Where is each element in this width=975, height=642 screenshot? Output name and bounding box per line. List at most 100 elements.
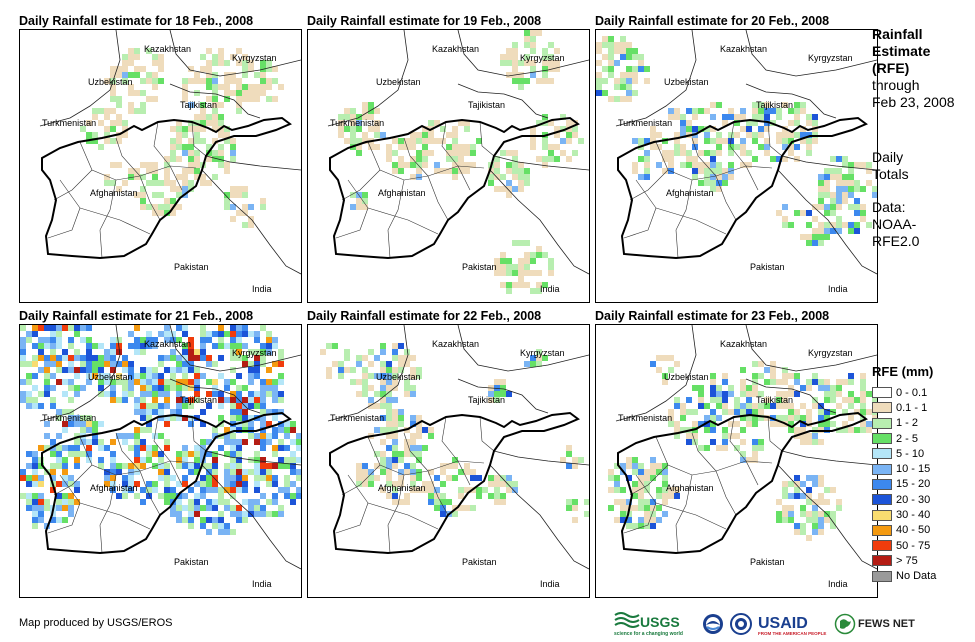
rainfall-cell: [626, 54, 632, 60]
rainfall-cell: [404, 451, 410, 457]
rainfall-cell: [68, 511, 74, 517]
fewsnet-globe-icon: [834, 613, 856, 635]
rainfall-cell: [866, 427, 872, 433]
map-description: Rainfall Estimate (RFE) through Feb 23, …: [872, 26, 972, 250]
rainfall-cell: [98, 108, 104, 114]
rainfall-cell: [158, 54, 164, 60]
rainfall-cell: [50, 361, 56, 367]
rainfall-cell: [710, 373, 716, 379]
rainfall-cell: [716, 403, 722, 409]
rainfall-cell: [128, 174, 134, 180]
rainfall-cell: [338, 361, 344, 367]
country-boundary: [615, 30, 697, 127]
rainfall-cell: [230, 367, 236, 373]
rainfall-cell: [386, 379, 392, 385]
rainfall-cell: [686, 150, 692, 156]
rainfall-cell: [170, 355, 176, 361]
rainfall-cell: [386, 373, 392, 379]
province-boundary: [153, 416, 171, 462]
rainfall-cell: [236, 439, 242, 445]
rainfall-cell: [188, 379, 194, 385]
rainfall-cell: [176, 391, 182, 397]
rainfall-cell: [194, 493, 200, 499]
rainfall-cell: [398, 409, 404, 415]
rainfall-cell: [206, 78, 212, 84]
noaa-logo: [702, 613, 724, 635]
rainfall-cell: [68, 499, 74, 505]
rainfall-cell: [362, 475, 368, 481]
rainfall-cell: [722, 168, 728, 174]
rainfall-cell: [626, 78, 632, 84]
rainfall-cell: [128, 361, 134, 367]
rainfall-cell: [38, 445, 44, 451]
rainfall-cell: [614, 481, 620, 487]
rainfall-cell: [110, 108, 116, 114]
rainfall-cell: [206, 517, 212, 523]
rainfall-cell: [104, 445, 110, 451]
rainfall-cell: [770, 421, 776, 427]
rainfall-cell: [176, 126, 182, 132]
rainfall-cell: [782, 391, 788, 397]
rainfall-cell: [92, 108, 98, 114]
rainfall-cell: [542, 138, 548, 144]
rainfall-cell: [266, 511, 272, 517]
rainfall-cell: [92, 361, 98, 367]
rainfall-cell: [872, 192, 877, 198]
rainfall-cell: [770, 108, 776, 114]
rainfall-cell: [608, 48, 614, 54]
rainfall-cell: [356, 126, 362, 132]
rainfall-cell: [620, 36, 626, 42]
rainfall-cell: [284, 433, 290, 439]
rainfall-cell: [866, 421, 872, 427]
rainfall-cell: [656, 367, 662, 373]
rainfall-cell: [164, 168, 170, 174]
rainfall-cell: [212, 54, 218, 60]
rainfall-cell: [26, 451, 32, 457]
rainfall-cell: [608, 36, 614, 42]
rainfall-cell: [122, 379, 128, 385]
usaid-tagline: FROM THE AMERICAN PEOPLE: [758, 631, 826, 636]
rainfall-cell: [92, 132, 98, 138]
rainfall-cell: [782, 204, 788, 210]
rainfall-cell: [626, 66, 632, 72]
rainfall-cell: [272, 481, 278, 487]
rainfall-cell: [746, 132, 752, 138]
rainfall-cell: [812, 228, 818, 234]
rainfall-cell: [230, 144, 236, 150]
rainfall-cell: [272, 445, 278, 451]
rainfall-cell: [392, 487, 398, 493]
rainfall-cell: [230, 481, 236, 487]
rainfall-cell: [788, 409, 794, 415]
rainfall-cell: [290, 451, 296, 457]
rainfall-cell: [56, 325, 62, 331]
rainfall-cell: [320, 349, 326, 355]
rainfall-cell: [20, 355, 26, 361]
rainfall-cell: [176, 505, 182, 511]
rainfall-cell: [380, 373, 386, 379]
rainfall-cell: [392, 349, 398, 355]
rainfall-cell: [74, 373, 80, 379]
rainfall-cell: [224, 529, 230, 535]
rainfall-cell: [404, 391, 410, 397]
rainfall-cell: [776, 511, 782, 517]
rainfall-cell: [242, 415, 248, 421]
rainfall-cell: [554, 126, 560, 132]
rainfall-cell: [254, 487, 260, 493]
rainfall-cell: [146, 337, 152, 343]
rainfall-cell: [704, 132, 710, 138]
rainfall-cell: [344, 126, 350, 132]
rainfall-cell: [512, 282, 518, 288]
rainfall-cell: [56, 331, 62, 337]
rainfall-cell: [284, 487, 290, 493]
rainfall-cell: [104, 108, 110, 114]
rainfall-cell: [44, 373, 50, 379]
rainfall-cell: [272, 96, 278, 102]
rainfall-cell: [410, 373, 416, 379]
rainfall-cell: [530, 361, 536, 367]
rainfall-cell: [134, 463, 140, 469]
rainfall-cell: [362, 355, 368, 361]
country-label-afghanistan: Afghanistan: [666, 483, 714, 493]
rainfall-cell: [170, 511, 176, 517]
rainfall-cell: [338, 132, 344, 138]
rainfall-cell: [536, 156, 542, 162]
